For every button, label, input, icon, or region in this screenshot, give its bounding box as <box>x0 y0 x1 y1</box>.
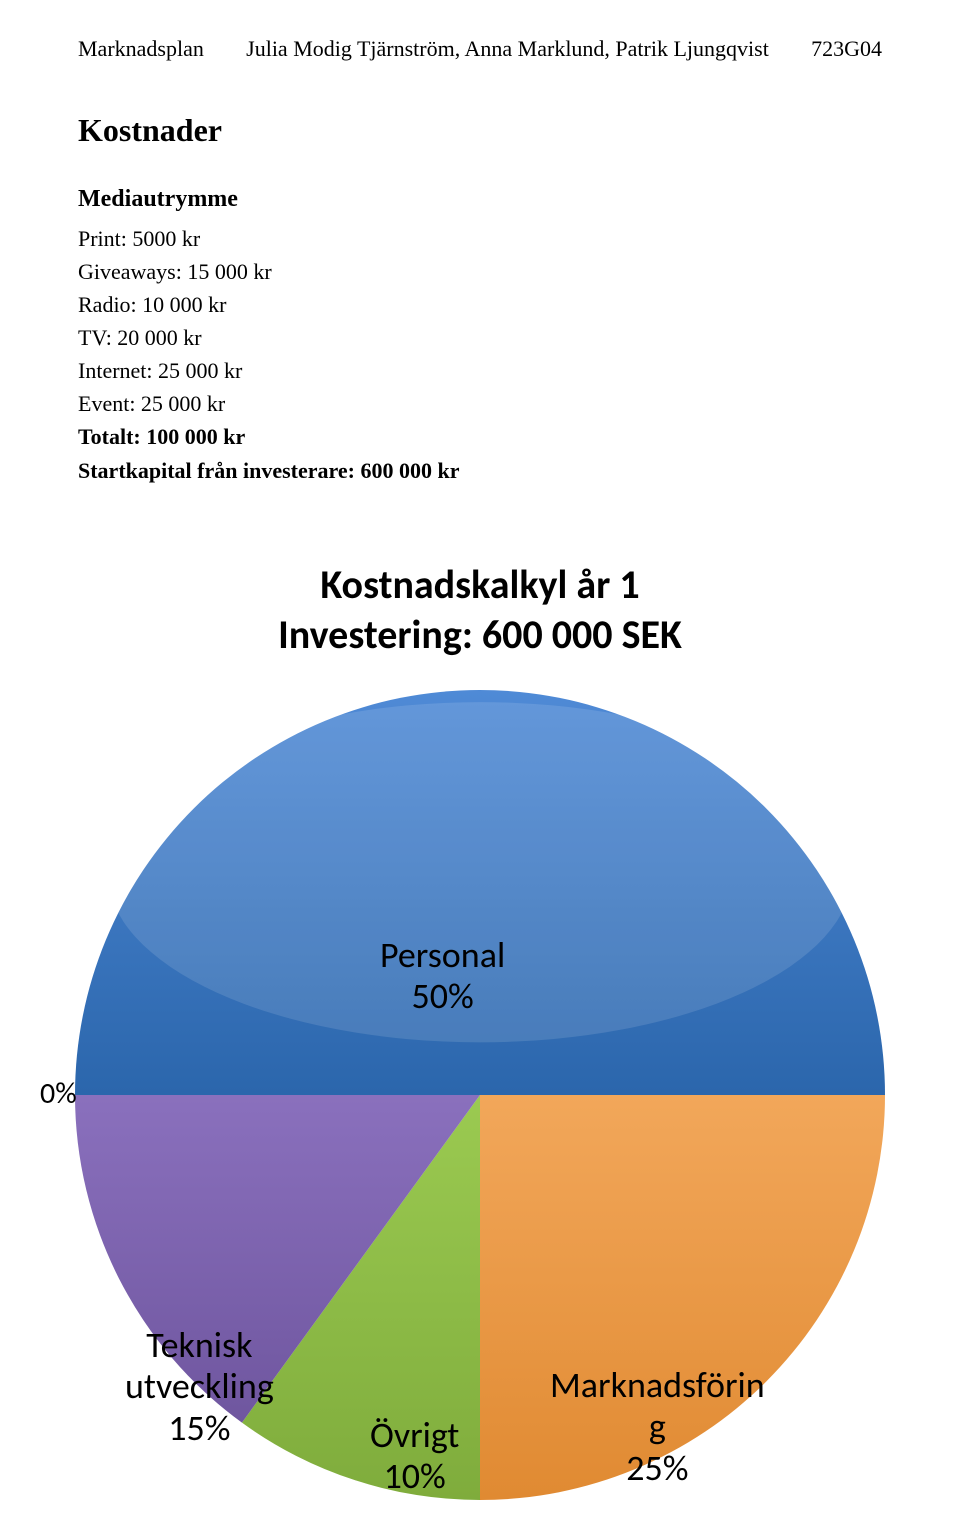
pie-label-marknadsföring: Marknadsförin g 25% <box>550 1365 765 1489</box>
document-header: Marknadsplan Julia Modig Tjärnström, Ann… <box>78 36 882 62</box>
subsection-title: Mediautrymme <box>78 186 238 213</box>
chart-title-line-1: Kostnadskalkyl år 1 <box>320 560 639 609</box>
cost-pie-chart: Kostnadskalkyl år 1 Investering: 600 000… <box>40 550 920 1490</box>
cost-total: Totalt: 100 000 kr <box>78 420 272 453</box>
start-capital: Startkapital från investerare: 600 000 k… <box>78 458 460 484</box>
pie-label-teknisk-utveckling: Teknisk utveckling 15% <box>125 1325 274 1449</box>
pie-label-övrigt: Övrigt 10% <box>370 1415 459 1498</box>
cost-line: Radio: 10 000 kr <box>78 288 272 321</box>
cost-line: Event: 25 000 kr <box>78 387 272 420</box>
pie-label-personal: Personal 50% <box>380 935 505 1018</box>
pie-holder: Personal 50% Marknadsförin g 25% Övrigt 10… <box>70 685 890 1505</box>
cost-line: Print: 5000 kr <box>78 222 272 255</box>
chart-title: Kostnadskalkyl år 1 Investering: 600 000… <box>40 560 920 660</box>
cost-line: Internet: 25 000 kr <box>78 354 272 387</box>
chart-title-line-2: Investering: 600 000 SEK <box>278 610 682 659</box>
header-left: Marknadsplan <box>78 36 204 62</box>
header-course-code: 723G04 <box>811 36 882 62</box>
pie-zero-label: 0% <box>40 1075 77 1112</box>
cost-list: Print: 5000 kr Giveaways: 15 000 kr Radi… <box>78 222 272 453</box>
section-title: Kostnader <box>78 112 222 149</box>
cost-line: TV: 20 000 kr <box>78 321 272 354</box>
cost-line: Giveaways: 15 000 kr <box>78 255 272 288</box>
header-authors: Julia Modig Tjärnström, Anna Marklund, P… <box>204 36 811 62</box>
